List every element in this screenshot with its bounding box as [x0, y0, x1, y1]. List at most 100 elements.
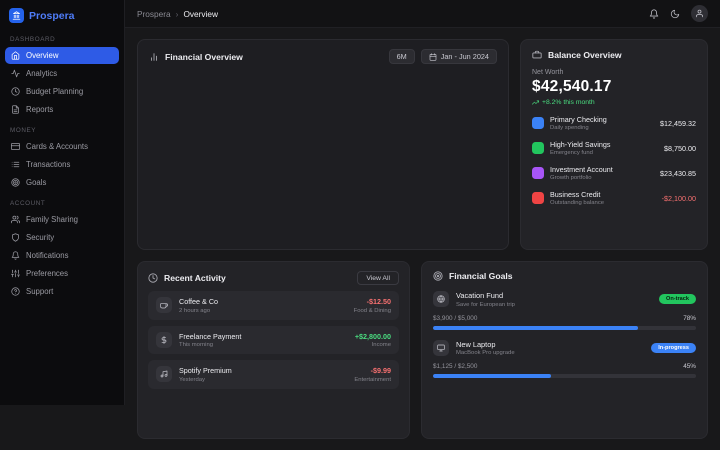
- chart-controls: 6M Jan - Jun 2024: [389, 49, 497, 64]
- account-name: Business Credit: [550, 190, 656, 199]
- wallet-icon: [532, 50, 542, 60]
- top-row: Financial Overview 6M Jan - Jun 2024: [137, 39, 708, 250]
- goal-name: Vacation Fund: [456, 291, 652, 300]
- top-actions: [649, 5, 708, 22]
- bell-icon: [11, 251, 20, 260]
- net-worth-label: Net Worth: [532, 69, 696, 76]
- sidebar-item-label: Security: [26, 233, 54, 242]
- financial-overview-card: Financial Overview 6M Jan - Jun 2024: [137, 39, 509, 250]
- sidebar-item-preferences[interactable]: Preferences: [5, 265, 119, 282]
- activity-icon: [11, 69, 20, 78]
- user-icon: [695, 9, 704, 18]
- sidebar-item-label: Family Sharing: [26, 215, 78, 224]
- date-range-label: Jan - Jun 2024: [441, 52, 489, 61]
- target-icon: [11, 178, 20, 187]
- breadcrumb-current: Overview: [183, 9, 218, 19]
- sidebar-item-transactions[interactable]: Transactions: [5, 156, 119, 173]
- goal-subtitle: Save for European trip: [456, 302, 652, 308]
- sidebar-item-budget-planning[interactable]: Budget Planning: [5, 83, 119, 100]
- account-amount: $8,750.00: [664, 144, 696, 153]
- list-icon: [11, 160, 20, 169]
- activity-time: This morning: [179, 342, 348, 348]
- progress-bar: [433, 374, 696, 378]
- progress-bar-fill: [433, 326, 638, 330]
- activity-item[interactable]: Spotify Premium Yesterday -$9.99 Enterta…: [148, 360, 399, 389]
- account-row[interactable]: Investment Account Growth portfolio $23,…: [532, 165, 696, 181]
- home-icon: [11, 51, 20, 60]
- main-content: Financial Overview 6M Jan - Jun 2024: [125, 28, 720, 450]
- range-selector-button[interactable]: 6M: [389, 49, 415, 64]
- account-subtitle: Outstanding balance: [550, 200, 656, 206]
- sidebar-item-security[interactable]: Security: [5, 229, 119, 246]
- net-worth-change: +8.2% this month: [532, 99, 696, 106]
- activity-amount: -$12.50: [354, 297, 391, 306]
- document-icon: [11, 105, 20, 114]
- bottom-row: Recent Activity View All Coffee & Co 2 h…: [137, 261, 708, 439]
- sidebar-item-label: Goals: [26, 178, 46, 187]
- top-bar: Prospera › Overview: [125, 0, 720, 28]
- notifications-button[interactable]: [649, 9, 659, 19]
- status-badge: On-track: [659, 294, 696, 304]
- sidebar-item-label: Support: [26, 287, 53, 296]
- calendar-icon: [429, 53, 437, 61]
- laptop-icon: [433, 340, 449, 356]
- account-row[interactable]: High-Yield Savings Emergency fund $8,750…: [532, 140, 696, 156]
- app-logo[interactable]: Prospera: [0, 0, 124, 28]
- account-color-chip: [532, 192, 544, 204]
- nav-section-account: ACCOUNT: [0, 192, 124, 210]
- sliders-icon: [11, 269, 20, 278]
- recent-activity-card: Recent Activity View All Coffee & Co 2 h…: [137, 261, 410, 439]
- account-amount: $23,430.85: [660, 169, 696, 178]
- sidebar-item-label: Cards & Accounts: [26, 142, 88, 151]
- sidebar-item-cards-accounts[interactable]: Cards & Accounts: [5, 138, 119, 155]
- net-worth-value: $42,540.17: [532, 78, 696, 96]
- sidebar-item-overview[interactable]: Overview: [5, 47, 119, 64]
- date-range-button[interactable]: Jan - Jun 2024: [421, 49, 497, 64]
- goal-item[interactable]: New Laptop MacBook Pro upgrade In-progre…: [433, 340, 696, 379]
- sidebar-item-notifications[interactable]: Notifications: [5, 247, 119, 264]
- sidebar-item-family-sharing[interactable]: Family Sharing: [5, 211, 119, 228]
- activity-category: Income: [355, 342, 391, 348]
- bar-chart-icon: [149, 52, 159, 62]
- activity-amount: -$9.99: [354, 366, 391, 375]
- activity-amount: +$2,800.00: [355, 332, 391, 341]
- account-name: Primary Checking: [550, 115, 654, 124]
- account-amount: $12,459.32: [660, 119, 696, 128]
- card-title: Balance Overview: [548, 50, 622, 60]
- bell-icon: [649, 9, 659, 19]
- account-subtitle: Daily spending: [550, 125, 654, 131]
- status-badge: In-progress: [651, 343, 696, 353]
- target-icon: [433, 271, 443, 281]
- view-all-button[interactable]: View All: [357, 271, 399, 285]
- breadcrumb-separator: ›: [176, 9, 179, 19]
- sidebar-item-label: Overview: [26, 51, 59, 60]
- goal-percent: 45%: [683, 363, 696, 370]
- goal-item[interactable]: Vacation Fund Save for European trip On-…: [433, 291, 696, 330]
- sidebar-item-label: Reports: [26, 105, 53, 114]
- theme-toggle-button[interactable]: [670, 9, 680, 19]
- account-name: Investment Account: [550, 165, 654, 174]
- activity-name: Coffee & Co: [179, 297, 347, 306]
- account-row[interactable]: Business Credit Outstanding balance -$2,…: [532, 190, 696, 206]
- sidebar-item-analytics[interactable]: Analytics: [5, 65, 119, 82]
- users-icon: [11, 215, 20, 224]
- sidebar-item-support[interactable]: Support: [5, 283, 119, 300]
- app-name: Prospera: [29, 10, 75, 22]
- activity-item[interactable]: Coffee & Co 2 hours ago -$12.50 Food & D…: [148, 291, 399, 320]
- breadcrumb: Prospera › Overview: [137, 9, 218, 19]
- sidebar-item-goals[interactable]: Goals: [5, 174, 119, 191]
- financial-overview-header: Financial Overview 6M Jan - Jun 2024: [149, 49, 497, 64]
- moon-icon: [670, 9, 680, 19]
- activity-category: Entertainment: [354, 377, 391, 383]
- sidebar-item-reports[interactable]: Reports: [5, 101, 119, 118]
- activity-item[interactable]: Freelance Payment This morning +$2,800.0…: [148, 326, 399, 355]
- music-icon: [156, 366, 172, 382]
- balance-overview-card: Balance Overview Net Worth $42,540.17 +8…: [520, 39, 708, 250]
- account-row[interactable]: Primary Checking Daily spending $12,459.…: [532, 115, 696, 131]
- breadcrumb-root[interactable]: Prospera: [137, 9, 171, 19]
- sidebar-item-label: Transactions: [26, 160, 70, 169]
- account-color-chip: [532, 167, 544, 179]
- user-avatar[interactable]: [691, 5, 708, 22]
- dollar-icon: [156, 332, 172, 348]
- sidebar-item-label: Budget Planning: [26, 87, 83, 96]
